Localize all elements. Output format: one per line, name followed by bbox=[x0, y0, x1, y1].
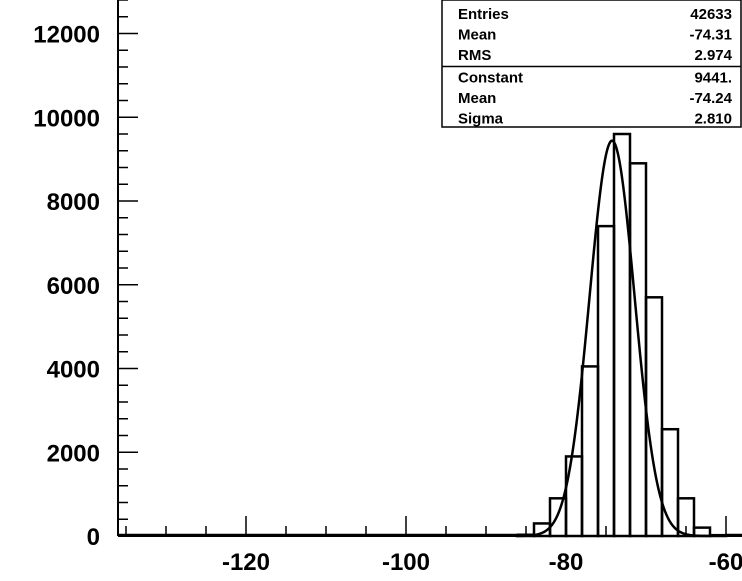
y-tick-label: 0 bbox=[87, 524, 100, 551]
histogram-bin bbox=[596, 224, 616, 538]
histogram-bin bbox=[660, 427, 680, 538]
y-tick-label: 8000 bbox=[47, 189, 100, 216]
x-tick-label: -80 bbox=[549, 549, 584, 576]
fit-param-label: Mean bbox=[458, 90, 496, 107]
fit-param-label: Sigma bbox=[458, 111, 504, 128]
y-tick-label: 4000 bbox=[47, 357, 100, 384]
y-tick-label: 12000 bbox=[33, 22, 100, 49]
stat-value: 2.974 bbox=[694, 47, 732, 64]
fit-param-value: -74.24 bbox=[689, 90, 732, 107]
histogram-bin bbox=[580, 365, 600, 538]
stat-value: 42633 bbox=[690, 6, 732, 23]
histogram-bin bbox=[676, 497, 696, 538]
histogram-bin bbox=[612, 132, 632, 538]
y-tick-label: 6000 bbox=[47, 273, 100, 300]
histogram-bin bbox=[644, 296, 664, 538]
fit-param-label: Constant bbox=[458, 70, 523, 87]
histogram-bin bbox=[564, 455, 584, 538]
x-tick-label: -60 bbox=[709, 549, 742, 576]
stat-label: Entries bbox=[458, 6, 509, 23]
stat-label: Mean bbox=[458, 27, 496, 44]
stat-value: -74.31 bbox=[689, 27, 732, 44]
x-tick-label: -100 bbox=[382, 549, 430, 576]
stat-label: RMS bbox=[458, 47, 491, 64]
histogram-bin bbox=[628, 162, 648, 538]
histogram-bin bbox=[708, 533, 728, 538]
y-tick-label: 2000 bbox=[47, 440, 100, 467]
stats-box bbox=[441, 0, 742, 128]
x-tick-label: -120 bbox=[222, 549, 270, 576]
fit-param-value: 2.810 bbox=[694, 111, 732, 128]
y-tick-label: 10000 bbox=[33, 105, 100, 132]
fit-param-value: 9441. bbox=[694, 70, 732, 87]
gaussian-fit-curve bbox=[515, 139, 709, 538]
